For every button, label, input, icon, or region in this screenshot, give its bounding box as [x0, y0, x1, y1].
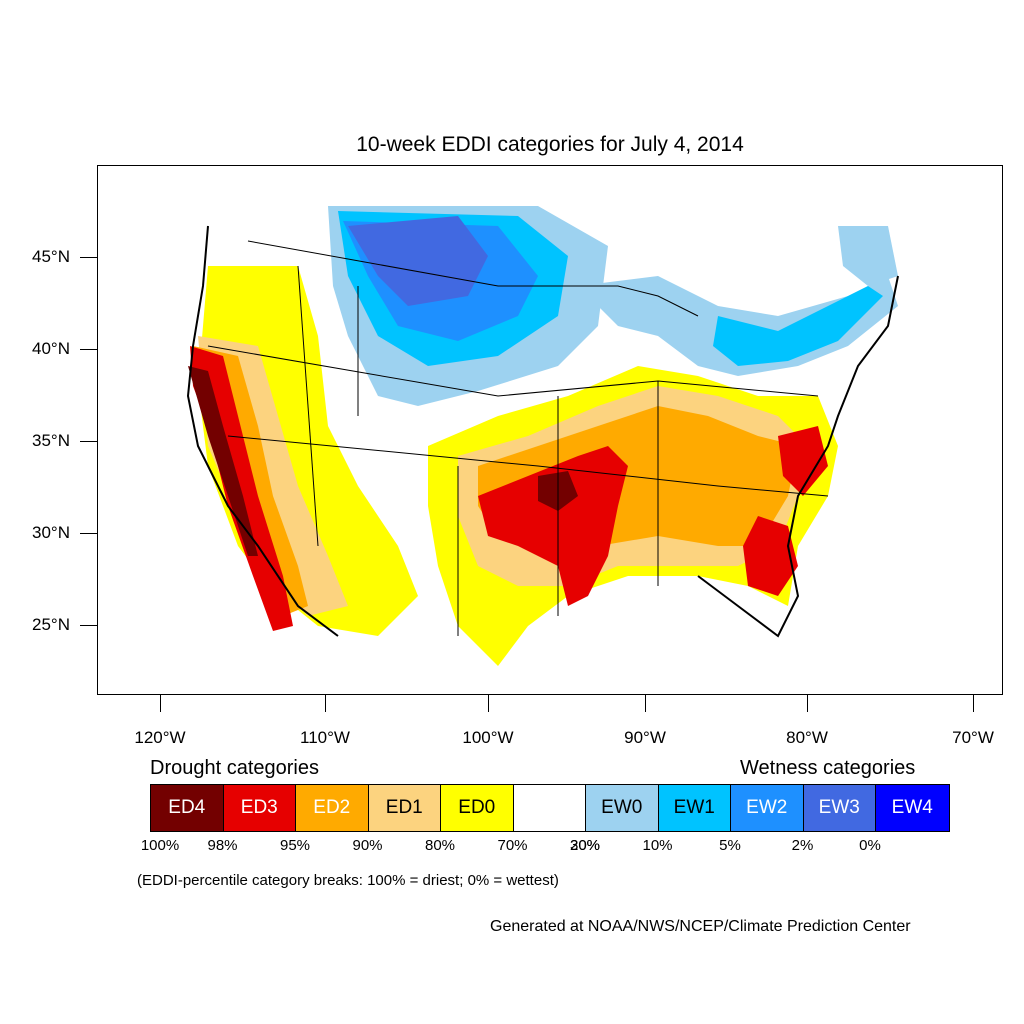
legend-swatch-ed2: ED2	[296, 785, 369, 831]
lat-label-40: 40°N	[32, 339, 70, 358]
legend-swatch-ew2: EW2	[731, 785, 804, 831]
legend-swatch-ew1: EW1	[658, 785, 731, 831]
lat-label-45: 45°N	[32, 247, 70, 266]
drought-heading: Drought categories	[150, 757, 319, 779]
legend-break-label: 5%	[719, 837, 741, 854]
eddi-map	[186, 206, 899, 686]
lat-label-25: 25°N	[32, 615, 70, 634]
dry-ed3-central	[478, 446, 628, 606]
legend-bar: ED4 ED3 ED2 ED1 ED0 EW0 EW1 EW2 EW3 EW4	[150, 784, 950, 832]
lon-label-70: 70°W	[952, 728, 994, 747]
wet-ew1-northeast	[713, 286, 883, 366]
legend-note: (EDDI-percentile category breaks: 100% =…	[137, 872, 559, 889]
lat-tick	[80, 257, 97, 258]
lon-tick	[645, 695, 646, 712]
lon-label-100: 100°W	[462, 728, 514, 747]
map-title: 10-week EDDI categories for July 4, 2014	[356, 133, 744, 156]
legend-break-label: 0%	[859, 837, 881, 854]
coastline	[186, 225, 899, 638]
legend-swatch-ed3: ED3	[223, 785, 296, 831]
legend-break-label: 98%	[207, 837, 238, 854]
legend-swatch-ed0: ED0	[441, 785, 514, 831]
credit-line: Generated at NOAA/NWS/NCEP/Climate Predi…	[490, 918, 911, 935]
legend-swatch-ed1: ED1	[368, 785, 441, 831]
lon-label-80: 80°W	[786, 728, 828, 747]
legend-break-label: 95%	[279, 837, 311, 854]
lat-tick	[80, 441, 97, 442]
lon-tick	[325, 695, 326, 712]
dry-ed4-west	[188, 366, 258, 556]
legend-break-label: 10%	[642, 837, 673, 854]
wet-ew0-maine	[838, 226, 898, 286]
lon-tick	[807, 695, 808, 712]
map-panel	[97, 165, 1003, 695]
lat-tick	[80, 625, 97, 626]
lon-tick	[160, 695, 161, 712]
lat-tick	[80, 349, 97, 350]
lat-label-35: 35°N	[32, 431, 70, 450]
legend-break-label: 20%	[569, 837, 601, 854]
lon-tick	[973, 695, 974, 712]
legend-swatch-ew3: EW3	[803, 785, 876, 831]
legend-break-label: 100%	[140, 837, 180, 854]
lon-label-90: 90°W	[624, 728, 666, 747]
wetness-heading: Wetness categories	[740, 757, 916, 779]
legend-swatch-ew0: EW0	[586, 785, 659, 831]
lon-label-110: 110°W	[300, 728, 350, 747]
legend-swatch-normal	[513, 785, 586, 831]
dry-ed3-eastcoast	[778, 426, 828, 496]
legend-break-label: 30%	[569, 837, 601, 854]
dry-ed3-southeast	[743, 516, 798, 596]
legend-break-label: 70%	[497, 837, 528, 854]
lat-label-30: 30°N	[32, 523, 70, 542]
lon-tick	[488, 695, 489, 712]
boundary-lines	[207, 240, 829, 636]
wet-ew3-plains	[348, 216, 488, 306]
lat-tick	[80, 533, 97, 534]
legend-break-label: 90%	[352, 837, 383, 854]
legend-break-label: 80%	[424, 837, 456, 854]
legend-swatch-ew4: EW4	[876, 785, 949, 831]
lon-label-120: 120°W	[134, 728, 186, 747]
legend-break-label: 2%	[791, 837, 814, 854]
legend-swatch-ed4: ED4	[151, 785, 224, 831]
